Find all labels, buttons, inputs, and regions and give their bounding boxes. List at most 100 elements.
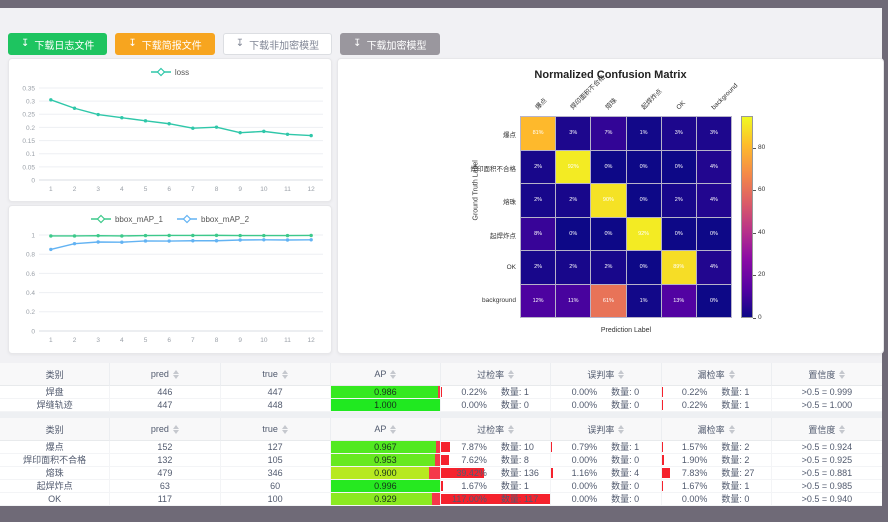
rate-value: 1.90% [681, 455, 708, 465]
matrix-cell: 4% [696, 184, 731, 217]
rate-value: 0.00% [461, 400, 487, 410]
legend-item-loss[interactable]: loss [150, 67, 190, 77]
matrix-cell: 1% [626, 117, 661, 150]
cell-pred: 447 [110, 399, 221, 412]
matrix-row-label: 焊印面积不合格 [470, 165, 517, 173]
sort-icon[interactable] [172, 424, 179, 434]
column-header-label: pred [150, 369, 169, 379]
matrix-cell: 13% [661, 284, 696, 317]
matrix-cell: 0% [696, 284, 731, 317]
matrix-cell: 3% [556, 117, 591, 150]
matrix-cell: 61% [591, 284, 626, 317]
rate-count: 数量: 1 [500, 481, 529, 491]
rate-count: 数量: 136 [500, 468, 539, 478]
sort-icon[interactable] [508, 424, 515, 434]
matrix-cell: 2% [556, 251, 591, 284]
map-line-chart: 00.20.40.60.811 2 3 4 5 6 7 8 9 10 11 12 [26, 232, 323, 344]
svg-text:8: 8 [215, 337, 219, 344]
cell-misjudge-rate: 1.16% 数量: 4 [551, 467, 662, 480]
window-chrome-bottom [0, 504, 888, 522]
column-header-pred[interactable]: pred [110, 363, 221, 386]
download-unencrypted-model-button[interactable]: ↧ 下载非加密模型 [222, 33, 333, 55]
sort-icon[interactable] [281, 424, 288, 434]
legend-item-bbox_mAP_1[interactable]: bbox_mAP_1 [90, 214, 163, 224]
rate-count: 数量: 8 [500, 455, 529, 465]
sort-icon[interactable] [281, 369, 288, 379]
column-header-true[interactable]: true [220, 363, 331, 386]
matrix-row-label: 起焊炸点 [490, 232, 516, 240]
column-header-pred[interactable]: pred [110, 418, 221, 441]
sort-icon[interactable] [728, 424, 735, 434]
matrix-cell: 2% [521, 150, 556, 183]
svg-text:12: 12 [308, 186, 316, 193]
cell-confidence: >0.5 = 0.999 [771, 386, 882, 399]
rate-value: 117.00% [452, 494, 487, 504]
map-chart-card: bbox_mAP_1 bbox_mAP_2 0 0.2 0.4 0.6 0.8 1 1 2 3 4 5… [8, 205, 332, 354]
table-row: 焊印面积不合格 132 105 0.953 7.62% 数量: 8 0.00% 数量: 0 1.… [0, 454, 882, 467]
ap-bar [330, 441, 437, 453]
svg-text:0: 0 [31, 177, 35, 184]
column-header-over-rate[interactable]: 过检率 [441, 363, 552, 386]
sort-icon[interactable] [618, 369, 625, 379]
table-separator [0, 412, 882, 418]
cell-category: 焊盘 [0, 386, 111, 399]
sort-icon[interactable] [508, 369, 515, 379]
download-report-button[interactable]: ↧ 下载简报文件 [115, 33, 215, 55]
sort-icon[interactable] [728, 369, 735, 379]
column-header-miss-rate[interactable]: 漏检率 [661, 363, 772, 386]
cell-miss-rate: 1.67% 数量: 1 [661, 480, 772, 493]
confusion-matrix-card: Normalized Confusion Matrix 81% 3% 7% 1% 3% 3… [337, 58, 884, 354]
sort-icon[interactable] [172, 369, 179, 379]
cell-miss-rate: 1.57% 数量: 2 [661, 441, 772, 454]
cell-over-rate: 1.67% 数量: 1 [441, 480, 552, 493]
colorbar-tick-label: 60 [758, 186, 766, 194]
cell-pred: 446 [110, 386, 221, 399]
svg-text:6: 6 [167, 337, 171, 344]
svg-text:0.1: 0.1 [26, 151, 35, 158]
column-header-confidence[interactable]: 置信度 [771, 363, 882, 386]
sort-icon[interactable] [390, 369, 397, 379]
ap-value: 0.986 [374, 387, 397, 397]
legend-item-bbox_mAP_2[interactable]: bbox_mAP_2 [177, 214, 249, 224]
column-header-label: 漏检率 [697, 424, 725, 435]
column-header-confidence[interactable]: 置信度 [771, 418, 882, 441]
window-chrome-top [0, 0, 888, 8]
column-header-miss-rate[interactable]: 漏检率 [661, 418, 772, 441]
ap-value: 1.000 [374, 400, 397, 410]
download-log-button[interactable]: ↧ 下载日志文件 [8, 33, 108, 55]
column-header-true[interactable]: true [220, 418, 331, 441]
rate-value: 7.83% [681, 468, 708, 478]
rate-value: 0.00% [681, 494, 708, 504]
svg-text:2: 2 [73, 186, 77, 193]
cell-category: OK [0, 493, 111, 506]
window-chrome-right [882, 8, 888, 522]
download-encrypted-model-button[interactable]: ↧ 下载加密模型 [340, 33, 440, 55]
column-header-ap[interactable]: AP [330, 363, 441, 386]
matrix-cell: 2% [556, 184, 591, 217]
legend-label: loss [174, 67, 190, 77]
colorbar [741, 116, 753, 318]
rate-value: 0.00% [571, 400, 598, 410]
matrix-cell: 7% [591, 117, 626, 150]
matrix-cell: 3% [696, 117, 731, 150]
sort-icon[interactable] [390, 424, 397, 434]
download-icon: ↧ [353, 38, 362, 49]
svg-text:0.25: 0.25 [22, 112, 35, 119]
rate-count: 数量: 0 [721, 494, 750, 504]
ap-bar [330, 399, 440, 411]
legend-label: bbox_mAP_1 [114, 214, 163, 224]
rate-count: 数量: 117 [500, 494, 539, 504]
cell-misjudge-rate: 0.00% 数量: 0 [551, 399, 662, 412]
column-header-label: 置信度 [808, 424, 836, 435]
sort-icon[interactable] [839, 424, 846, 434]
sort-icon[interactable] [618, 424, 625, 434]
column-header-over-rate[interactable]: 过检率 [441, 418, 552, 441]
cell-confidence: >0.5 = 1.000 [771, 399, 882, 412]
column-header-ap[interactable]: AP [330, 418, 441, 441]
cell-miss-rate: 0.22% 数量: 1 [661, 399, 772, 412]
column-header-label: 误判率 [587, 369, 615, 380]
column-header-misjudge[interactable]: 误判率 [551, 363, 662, 386]
column-header-misjudge[interactable]: 误判率 [551, 418, 662, 441]
sort-icon[interactable] [839, 369, 846, 379]
ap-bar [330, 467, 430, 479]
